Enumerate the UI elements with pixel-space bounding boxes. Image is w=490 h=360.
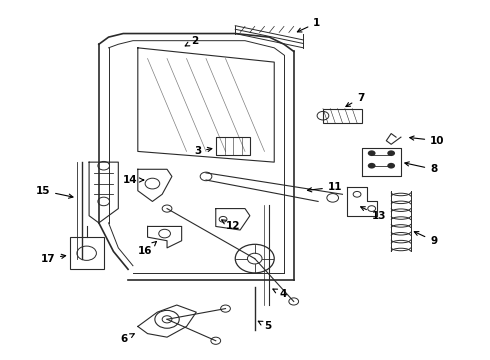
Text: 3: 3 xyxy=(194,147,212,157)
Circle shape xyxy=(387,163,395,168)
Text: 8: 8 xyxy=(405,162,438,174)
Text: 15: 15 xyxy=(36,186,73,198)
Text: 9: 9 xyxy=(415,231,437,246)
Text: 1: 1 xyxy=(297,18,320,32)
Circle shape xyxy=(368,163,375,168)
Text: 14: 14 xyxy=(123,175,144,185)
Text: 10: 10 xyxy=(410,136,444,146)
Bar xyxy=(70,237,104,269)
Text: 6: 6 xyxy=(121,334,134,344)
Bar xyxy=(216,137,250,155)
Text: 5: 5 xyxy=(258,321,272,332)
Text: 4: 4 xyxy=(273,289,287,299)
Text: 12: 12 xyxy=(221,220,240,231)
Circle shape xyxy=(368,150,375,156)
Text: 13: 13 xyxy=(361,207,386,221)
Circle shape xyxy=(387,150,395,156)
Text: 17: 17 xyxy=(40,253,66,264)
Text: 7: 7 xyxy=(346,93,365,107)
Text: 2: 2 xyxy=(185,36,198,46)
Text: 11: 11 xyxy=(307,182,343,192)
Text: 16: 16 xyxy=(138,242,156,256)
Bar xyxy=(323,109,362,123)
